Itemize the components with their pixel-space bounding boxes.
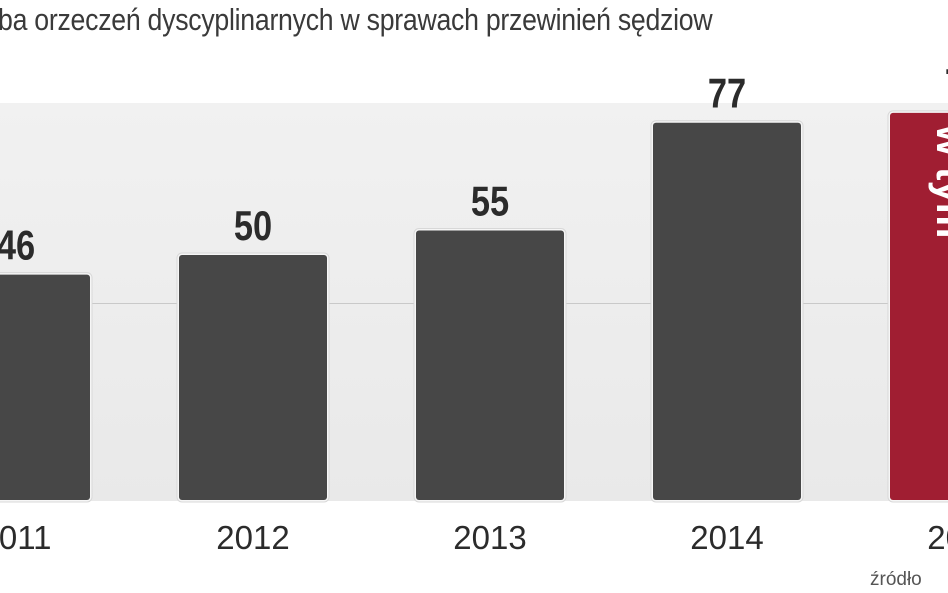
value-label-2013: 55 xyxy=(471,178,509,225)
bar-annotation: w tym xyxy=(928,124,948,238)
bar-2015 xyxy=(890,112,948,500)
value-label-2012: 50 xyxy=(234,203,272,250)
bar-2014 xyxy=(653,122,801,500)
source-label: źródło xyxy=(870,569,922,590)
chart-title: ba orzeczeń dyscyplinarnych w sprawach p… xyxy=(0,2,713,37)
value-label-2014: 77 xyxy=(708,71,746,118)
year-label-2015: 2015 xyxy=(927,519,948,556)
year-label-2012: 2012 xyxy=(216,519,289,556)
year-label-2014: 2014 xyxy=(690,519,763,556)
bar-2011 xyxy=(0,274,90,500)
bar-2013 xyxy=(416,230,564,500)
year-label-2011: 2011 xyxy=(0,519,51,556)
value-label-2011: 46 xyxy=(0,222,35,269)
bar-2012 xyxy=(179,255,327,500)
year-label-2013: 2013 xyxy=(453,519,526,556)
value-label-2015: 79 xyxy=(945,61,948,108)
